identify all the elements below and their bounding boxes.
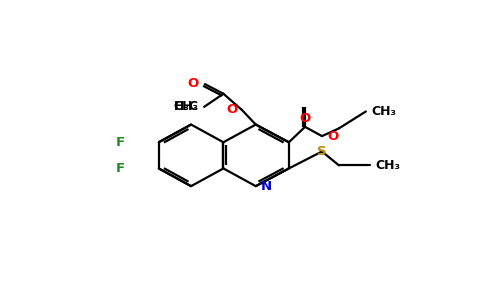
- Text: CH₃: CH₃: [375, 159, 400, 172]
- Text: H₃C: H₃C: [174, 100, 199, 113]
- Text: F: F: [116, 162, 125, 175]
- Text: O: O: [226, 103, 237, 116]
- Text: O: O: [300, 112, 311, 125]
- Text: CH₃: CH₃: [174, 100, 199, 113]
- Text: S: S: [317, 145, 327, 158]
- Text: N: N: [260, 180, 272, 193]
- Text: O: O: [187, 77, 199, 90]
- Text: CH₃: CH₃: [371, 105, 396, 118]
- Text: O: O: [327, 130, 339, 142]
- Text: F: F: [116, 136, 125, 149]
